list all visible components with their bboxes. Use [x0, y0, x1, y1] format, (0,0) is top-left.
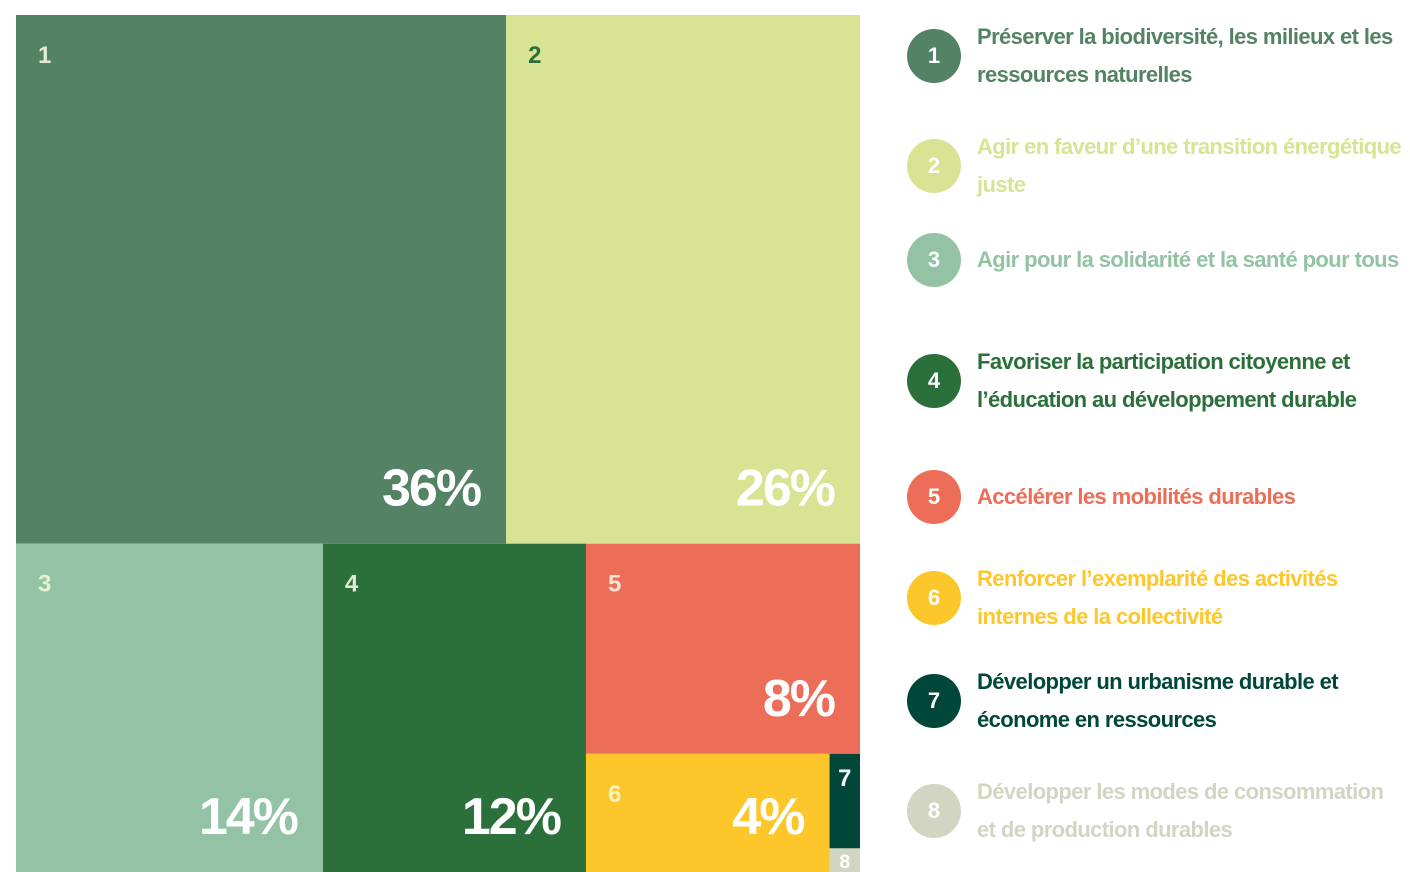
legend-marker: 3	[907, 233, 961, 287]
legend-marker: 1	[907, 29, 961, 83]
legend-label: Renforcer l’exemplarité des activités in…	[977, 566, 1338, 629]
legend-marker: 5	[907, 470, 961, 524]
tile-number: 5	[608, 571, 621, 598]
value-label: 8%	[763, 670, 835, 728]
tile	[829, 848, 860, 872]
legend-marker: 7	[907, 674, 961, 728]
value-label: 36%	[382, 460, 481, 518]
legend-marker: 6	[907, 571, 961, 625]
tile-number: 4	[345, 571, 359, 598]
treemap: 1 36% 2 26% 3 14% 4 12% 5 8% 6 4% 7 8	[16, 15, 860, 872]
value-label: 4%	[732, 788, 804, 846]
legend-marker: 8	[907, 784, 961, 838]
tile	[16, 15, 507, 544]
legend-item: 7 Développer un urbanisme durable et écon…	[907, 663, 1407, 739]
tile-number: 3	[38, 571, 51, 598]
legend-item: 8 Développer les modes de consommation et…	[907, 773, 1407, 849]
legend-marker: 4	[907, 354, 961, 408]
legend-label: Développer les modes de consommation et …	[977, 779, 1384, 842]
tile-number: 6	[608, 781, 621, 808]
legend-item: 1 Préserver la biodiversité, les milieux …	[907, 18, 1407, 94]
value-label: 26%	[736, 460, 835, 518]
legend-label: Agir en faveur d’une transition énergéti…	[977, 134, 1402, 197]
legend-item: 6 Renforcer l’exemplarité des activités i…	[907, 560, 1407, 636]
tile-number: 2	[528, 42, 541, 69]
tile-number: 1	[38, 42, 51, 69]
tile	[829, 753, 860, 849]
tile	[506, 15, 860, 544]
value-label: 14%	[199, 788, 298, 846]
tile	[585, 753, 830, 872]
legend-item: 3 Agir pour la solidarité et la santé pou…	[907, 233, 1407, 287]
value-label: 12%	[462, 788, 561, 846]
legend-marker: 2	[907, 139, 961, 193]
legend-label: Agir pour la solidarité et la santé pour…	[977, 247, 1399, 272]
legend-item: 2 Agir en faveur d’une transition énergét…	[907, 128, 1407, 204]
tile-number: 7	[838, 765, 851, 792]
legend-item: 5 Accélérer les mobilités durables	[907, 470, 1407, 524]
tile	[322, 543, 586, 872]
legend-label: Favoriser la participation citoyenne et …	[977, 349, 1357, 412]
legend-label: Préserver la biodiversité, les milieux e…	[977, 24, 1393, 87]
legend-label: Développer un urbanisme durable et écono…	[977, 669, 1339, 732]
tile	[585, 543, 860, 754]
tile	[16, 543, 323, 872]
legend-item: 4 Favoriser la participation citoyenne et…	[907, 343, 1407, 419]
legend-label: Accélérer les mobilités durables	[977, 484, 1296, 509]
tile-number: 8	[839, 851, 850, 872]
